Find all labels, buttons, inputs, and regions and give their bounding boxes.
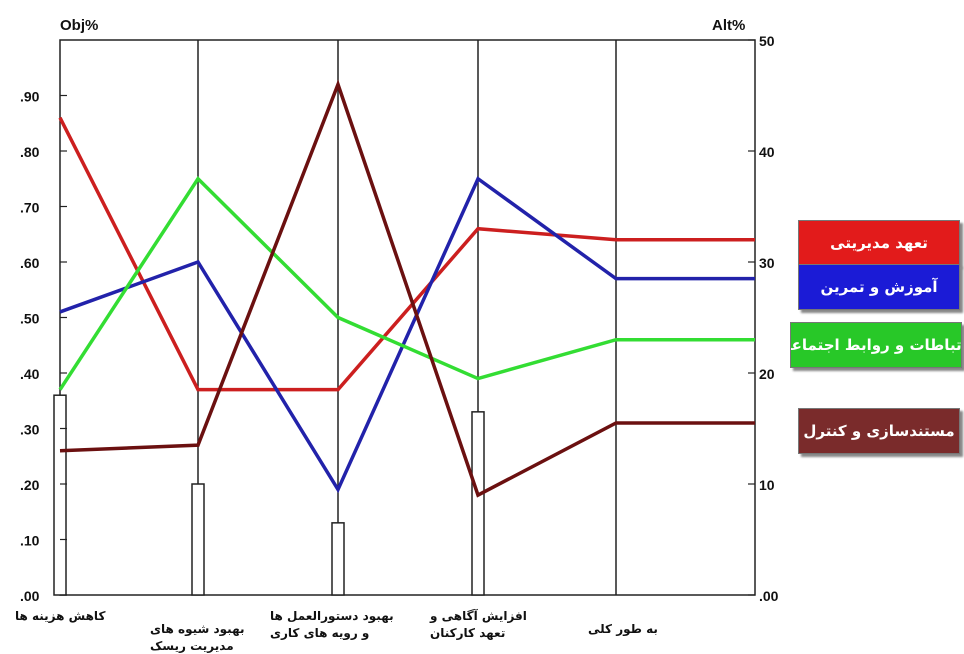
left-tick-label: .10 — [20, 533, 40, 549]
series-line-1 — [59, 176, 755, 494]
axis-ticks: .00 .10 .20 .30 .40 .50 .60 .70 .80 .90 .00 10 20 30 4… — [20, 33, 779, 604]
legend-item-documentation: مستندسازی و کنترل — [798, 408, 960, 454]
left-axis-title: Obj% — [60, 17, 98, 34]
category-label-0: کاهش هزینه ها — [15, 609, 105, 623]
left-tick-label: .80 — [20, 144, 40, 160]
left-tick-label: .70 — [20, 200, 40, 216]
category-label-3: تعهد کارکنان — [430, 626, 505, 640]
category-label-1: مدیریت ریسک — [150, 639, 234, 653]
right-tick-label: 10 — [759, 477, 775, 493]
right-tick-label: 50 — [759, 33, 775, 49]
left-tick-label: .50 — [20, 311, 40, 327]
plot-border — [59, 39, 756, 596]
category-label-4: به طور کلی — [588, 622, 658, 637]
right-axis-title: Alt% — [712, 17, 745, 34]
series-line-2 — [58, 175, 755, 391]
left-tick-label: .40 — [20, 366, 40, 382]
series-line-3 — [59, 79, 755, 498]
right-tick-label: 20 — [759, 366, 775, 382]
category-label-3: افزایش آگاهی و — [429, 608, 527, 624]
objective-bar-3 — [471, 411, 485, 596]
left-tick-label: .20 — [20, 477, 40, 493]
legend-item-social-relations: ارتباطات و روابط اجتماعی — [790, 322, 962, 368]
series-line-0 — [58, 116, 755, 392]
series-lines — [58, 79, 755, 498]
left-tick-label: .60 — [20, 255, 40, 271]
legend-item-training: آموزش و تمرین — [798, 264, 960, 310]
category-label-2: بهبود دستورالعمل ها — [270, 609, 394, 624]
objective-bar-1 — [191, 483, 205, 596]
right-tick-label: 40 — [759, 144, 775, 160]
plot-frame — [59, 39, 756, 596]
category-label-1: بهبود شیوه های — [150, 622, 245, 637]
objective-bar-0 — [53, 394, 67, 596]
left-tick-label: .30 — [20, 422, 40, 438]
category-label-2: و رویه های کاری — [270, 626, 369, 641]
category-labels: کاهش هزینه ها بهبود شیوه های مدیریت ریسک به… — [15, 608, 658, 653]
right-tick-label: .00 — [759, 588, 779, 604]
left-tick-label: .00 — [20, 588, 40, 604]
objective-bar-2 — [331, 522, 345, 596]
legend-item-management-commitment: تعهد مدیریتی — [798, 220, 960, 266]
right-tick-label: 30 — [759, 255, 775, 271]
left-tick-label: .90 — [20, 89, 40, 105]
